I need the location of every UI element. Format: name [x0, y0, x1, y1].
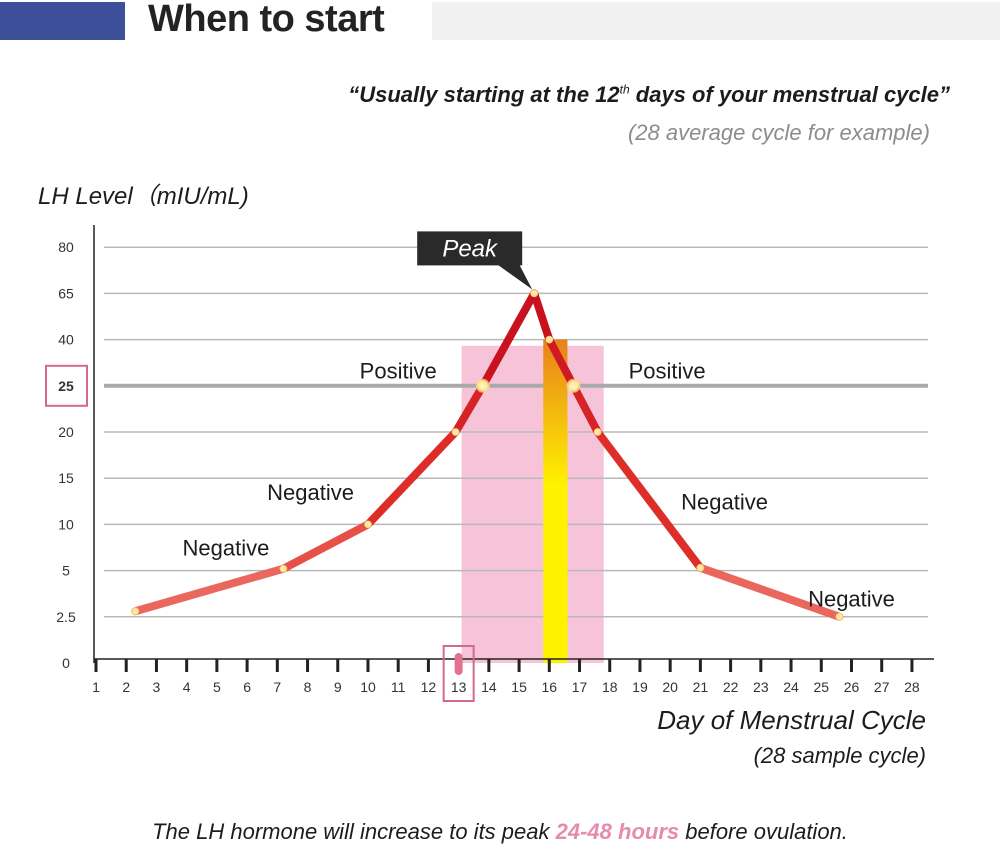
lh-line-segment — [131, 564, 288, 616]
page-title: When to start — [148, 0, 385, 40]
x-tick-label: 10 — [360, 679, 376, 695]
y-tick-label: 2.5 — [56, 609, 76, 625]
x-tick-label: 20 — [662, 679, 678, 695]
quote-text: “Usually starting at the 12th days of yo… — [348, 82, 950, 108]
x-tick-label: 25 — [813, 679, 829, 695]
threshold-crossing-point — [475, 378, 490, 393]
data-point — [530, 289, 539, 298]
highlighted-tick-box — [45, 364, 88, 407]
data-point — [364, 520, 372, 529]
threshold-crossing-point — [566, 378, 581, 393]
ovulation-bar — [543, 339, 568, 663]
x-tick-label: 27 — [874, 679, 890, 695]
footer-text-1: The LH hormone will increase to its peak — [152, 819, 556, 844]
lh-line-segment — [451, 381, 487, 436]
lh-line-segment — [696, 563, 844, 621]
lh-line-segment — [478, 289, 539, 390]
x-tick-label: 9 — [334, 679, 342, 695]
y-tick-label: 80 — [58, 239, 74, 255]
y-tick-label: 0 — [62, 655, 70, 671]
positive-label: Positive — [629, 358, 706, 383]
data-point — [545, 335, 554, 344]
x-tick-label: 7 — [273, 679, 281, 695]
x-axis-label: Day of Menstrual Cycle — [657, 705, 926, 735]
test-strip-icon — [454, 653, 463, 675]
x-tick-label: 12 — [421, 679, 437, 695]
x-tick-label: 26 — [844, 679, 860, 695]
x-tick-label: 11 — [391, 679, 406, 695]
x-tick-label: 3 — [153, 679, 161, 695]
lh-line-segment — [545, 335, 578, 390]
x-tick-label: 17 — [572, 679, 588, 695]
negative-label: Negative — [681, 489, 768, 514]
x-tick-label: 6 — [243, 679, 251, 695]
x-tick-label: 14 — [481, 679, 497, 695]
footer-highlight: 24-48 hours — [555, 819, 680, 844]
start-day-box — [442, 645, 475, 702]
y-tick-label: 40 — [58, 332, 74, 348]
x-tick-label: 1 — [92, 679, 100, 695]
lh-line-segment — [593, 428, 705, 572]
x-tick-label: 21 — [693, 679, 709, 695]
x-axis-sublabel: (28 sample cycle) — [753, 743, 926, 768]
x-tick-label: 23 — [753, 679, 769, 695]
data-point — [451, 428, 460, 436]
quote-subtitle: (28 average cycle for example) — [627, 120, 930, 145]
footer-note: The LH hormone will increase to its peak… — [0, 819, 1000, 845]
lh-line-segment — [279, 520, 372, 573]
x-tick-label: 19 — [632, 679, 648, 695]
lh-line-segment — [363, 428, 460, 529]
x-tick-label: 13 — [451, 679, 467, 695]
data-point — [279, 564, 288, 573]
lh-line-segment — [569, 381, 602, 436]
x-tick-label: 28 — [904, 679, 920, 695]
x-tick-label: 15 — [511, 679, 527, 695]
peak-callout-pointer — [497, 264, 533, 290]
data-point — [131, 607, 140, 616]
x-tick-label: 8 — [304, 679, 312, 695]
header-banner-accent — [0, 2, 125, 40]
peak-label: Peak — [442, 235, 499, 262]
x-tick-label: 4 — [183, 679, 191, 695]
y-tick-label: 5 — [62, 563, 70, 579]
x-tick-label: 5 — [213, 679, 221, 695]
lh-line-segment — [530, 289, 554, 344]
data-point — [835, 612, 844, 621]
y-tick-label: 10 — [58, 516, 74, 532]
header-banner-bar — [432, 2, 1000, 40]
data-point — [696, 563, 705, 572]
x-tick-label: 24 — [783, 679, 799, 695]
x-tick-label: 2 — [122, 679, 130, 695]
positive-label: Positive — [360, 358, 437, 383]
x-tick-label: 16 — [542, 679, 558, 695]
x-tick-label: 22 — [723, 679, 739, 695]
footer-text-2: before ovulation. — [679, 819, 848, 844]
y-tick-label: 15 — [58, 470, 74, 486]
peak-callout-box — [417, 231, 523, 266]
x-tick-label: 18 — [602, 679, 618, 695]
negative-label: Negative — [267, 480, 354, 505]
negative-label: Negative — [808, 586, 895, 611]
data-point — [593, 428, 602, 436]
y-tick-label: 20 — [58, 424, 74, 440]
y-tick-label: 65 — [58, 285, 74, 301]
y-tick-label: 25 — [58, 378, 74, 394]
quote-part-1: “Usually starting at the 12 — [348, 82, 620, 107]
quote-part-2: days of your menstrual cycle” — [629, 82, 950, 107]
y-axis-label: LH Level（mIU/mL) — [38, 183, 249, 210]
negative-label: Negative — [183, 536, 270, 561]
quote-superscript: th — [619, 82, 630, 97]
